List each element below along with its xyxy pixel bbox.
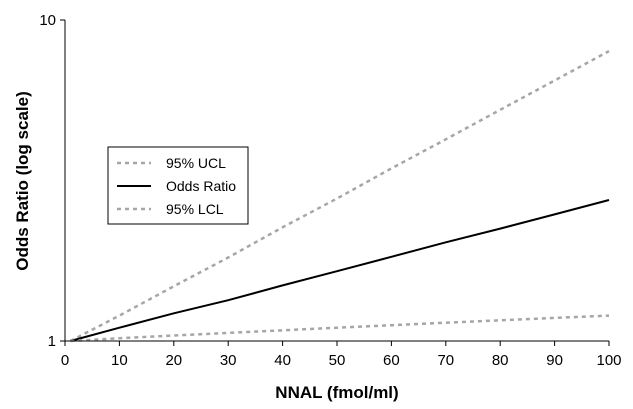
x-tick-label: 60 [383,352,400,369]
legend-label-ucl: 95% UCL [166,155,226,171]
x-tick-label: 20 [165,352,182,369]
x-tick-label: 10 [111,352,128,369]
y-tick-label: 1 [48,333,56,350]
x-axis-title: NNAL (fmol/ml) [275,383,398,402]
x-tick-label: 100 [596,352,621,369]
legend-label-lcl: 95% LCL [166,201,224,217]
legend-label-odds-ratio: Odds Ratio [166,178,236,194]
series-layer [69,50,610,343]
x-tick-label: 0 [61,352,69,369]
y-axis-title: Odds Ratio (log scale) [13,91,32,270]
x-tick-label: 30 [220,352,237,369]
series-line-2 [70,314,610,343]
x-tick-label: 50 [329,352,346,369]
legend: 95% UCL Odds Ratio 95% LCL [107,146,249,225]
x-tick-label: 80 [492,352,509,369]
y-tick-label: 10 [39,12,56,29]
x-tick-label: 90 [546,352,563,369]
x-tick-label: 70 [437,352,454,369]
series-line-1 [70,199,610,342]
series-line-0 [69,50,610,343]
x-tick-label: 40 [274,352,291,369]
